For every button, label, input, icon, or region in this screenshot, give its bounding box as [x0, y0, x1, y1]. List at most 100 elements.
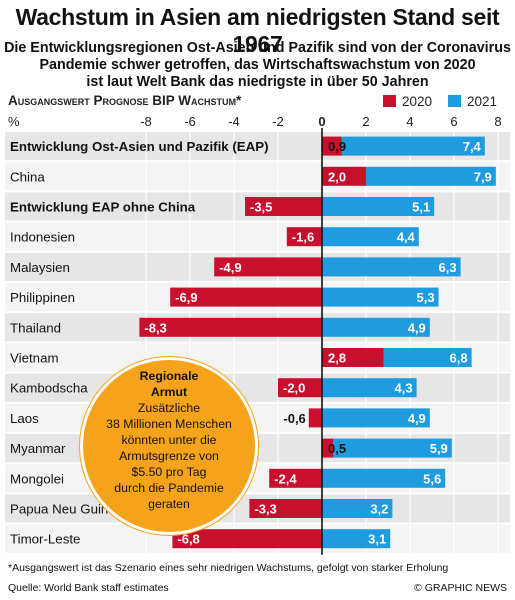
bar-2021 — [322, 499, 393, 518]
value-label-2021: 3,1 — [368, 532, 386, 547]
x-tick-label: 4 — [406, 114, 413, 129]
value-label-2021: 4,4 — [397, 230, 416, 245]
x-tick-label: 8 — [494, 114, 501, 129]
chart-title: Ausgangswert Prognose BIP Wachstum* — [8, 93, 242, 108]
bar-2021 — [322, 257, 461, 277]
bar-2021 — [322, 408, 430, 428]
value-label-2021: 7,4 — [463, 139, 482, 154]
category-label: Myanmar — [10, 441, 66, 456]
bar-2021 — [322, 378, 417, 398]
callout-body: Zusätzliche 38 Millionen Menschen könnte… — [83, 400, 255, 512]
legend-swatch-2021 — [448, 95, 461, 107]
bar-2021 — [366, 166, 496, 186]
callout-body-line: durch die Pandemie — [114, 481, 224, 495]
bar-2021 — [322, 227, 419, 247]
footnote: *Ausgangswert ist das Szenario eines seh… — [8, 562, 449, 574]
subtitle-line: Die Entwicklungsregionen Ost-Asien und P… — [4, 40, 511, 56]
x-tick-label: 2 — [362, 114, 369, 129]
callout-title-line: Armut — [150, 385, 188, 399]
value-label-2021: 6,3 — [439, 260, 457, 275]
bar-2020 — [214, 257, 322, 277]
subtitle: Die Entwicklungsregionen Ost-Asien und P… — [0, 40, 515, 91]
legend-label-2021: 2021 — [467, 94, 497, 109]
unit-label: % — [8, 114, 20, 129]
value-label-2020: -2,4 — [274, 471, 297, 486]
x-tick-label: 0 — [318, 114, 325, 129]
bar-2020 — [269, 468, 322, 488]
callout-body-line: Zusätzliche — [137, 401, 201, 415]
bar-2020 — [249, 499, 322, 518]
callout-title-line: Regionale — [139, 369, 199, 383]
category-label: Kambodscha — [10, 381, 88, 396]
value-label-2021: 3,2 — [370, 502, 388, 517]
row-background — [5, 222, 510, 251]
value-label-2021: 5,9 — [430, 441, 448, 456]
category-label: Laos — [10, 411, 39, 426]
category-label: Philippinen — [10, 290, 75, 305]
source-credit: Quelle: World Bank staff estimates — [8, 582, 169, 594]
x-tick-label: -2 — [272, 114, 284, 129]
value-label-2020: 2,8 — [328, 351, 346, 366]
x-tick-label: -8 — [140, 114, 152, 129]
category-label: China — [10, 169, 45, 184]
bar-2020 — [139, 317, 322, 337]
bar-2021 — [383, 348, 472, 367]
bar-2021 — [322, 317, 430, 337]
category-label: Papua Neu Guinea — [10, 502, 124, 517]
copyright: © GRAPHIC NEWS — [414, 582, 507, 594]
value-label-2020: -1,6 — [292, 230, 314, 245]
bar-2020 — [286, 227, 322, 247]
category-label: Entwicklung EAP ohne China — [10, 200, 196, 215]
value-label-2021: 7,9 — [474, 169, 492, 184]
page-title: Wachstum in Asien am niedrigsten Stand s… — [15, 4, 500, 57]
value-label-2021: 5,3 — [417, 290, 435, 305]
value-label-2020: 0,9 — [328, 139, 346, 154]
x-tick-label: -6 — [184, 114, 196, 129]
bar-2021 — [322, 468, 446, 488]
bar-2020 — [170, 287, 322, 307]
x-tick-label: -4 — [228, 114, 240, 129]
value-label-2020: -2,0 — [283, 381, 305, 396]
bar-2021 — [333, 438, 452, 458]
value-label-2021: 4,3 — [395, 381, 413, 396]
bar-2020 — [245, 197, 322, 216]
category-label: Entwicklung Ost-Asien und Pazifik (EAP) — [10, 139, 269, 154]
value-label-2020: -3,5 — [250, 200, 272, 215]
value-label-2021: 6,8 — [450, 351, 468, 366]
callout-body-line: Armutsgrenze von — [119, 449, 219, 463]
bar-2020 — [308, 408, 322, 428]
value-label-2020: -0,6 — [283, 411, 305, 426]
category-label: Thailand — [10, 320, 61, 335]
value-label-2020: 2,0 — [328, 169, 346, 184]
bar-2021 — [322, 197, 435, 216]
callout-body-line: könnten unter die — [121, 433, 217, 447]
bar-2021 — [341, 136, 485, 156]
callout-body-line: $5.50 pro Tag — [131, 465, 207, 479]
bar-2021 — [322, 529, 391, 549]
value-label-2020: -6,9 — [175, 290, 197, 305]
bar-2020 — [322, 438, 333, 458]
bar-2021 — [322, 287, 439, 307]
row-background — [5, 373, 510, 402]
subtitle-line: Pandemie schwer getroffen, das Wirtschaf… — [39, 57, 476, 73]
bar-2020 — [172, 529, 322, 549]
category-label: Vietnam — [10, 351, 59, 366]
value-label-2020: -6,8 — [177, 532, 199, 547]
bar-2020 — [322, 348, 384, 367]
legend-label-2020: 2020 — [402, 94, 432, 109]
poverty-callout: Regionale Armut Zusätzliche 38 Millionen… — [80, 357, 258, 535]
bar-2020 — [278, 378, 322, 398]
bar-2020 — [322, 136, 342, 156]
callout-body-line: geraten — [148, 497, 190, 511]
category-label: Mongolei — [10, 471, 64, 486]
value-label-2020: -3,3 — [254, 502, 276, 517]
value-label-2021: 4,9 — [408, 411, 426, 426]
value-label-2020: -8,3 — [144, 320, 166, 335]
category-label: Timor-Leste — [10, 532, 80, 547]
callout-body-line: 38 Millionen Menschen — [106, 417, 232, 431]
value-label-2021: 4,9 — [408, 320, 426, 335]
value-label-2021: 5,6 — [423, 471, 441, 486]
legend-swatch-2020 — [383, 95, 396, 107]
value-label-2020: -4,9 — [219, 260, 241, 275]
x-tick-label: 6 — [450, 114, 457, 129]
